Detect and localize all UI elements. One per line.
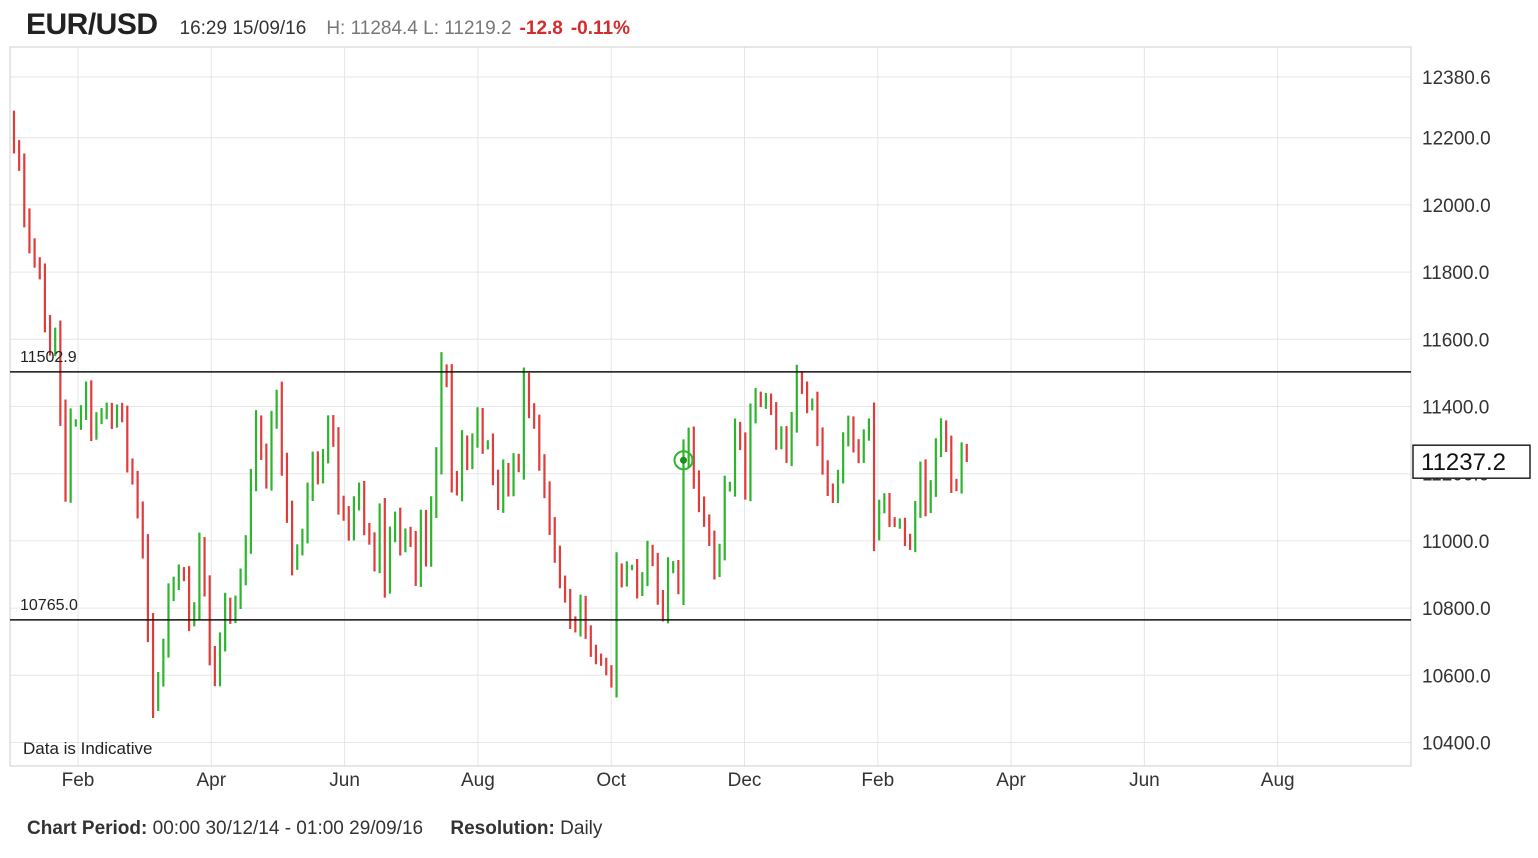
y-tick-label: 11800.0 (1422, 263, 1489, 284)
x-tick-label: Aug (461, 770, 495, 791)
x-tick-label: Jun (329, 770, 360, 791)
y-tick-label: 12200.0 (1422, 129, 1491, 150)
x-axis: Feb Apr Jun Aug Oct Dec Feb Apr Jun Aug (62, 770, 1295, 791)
last-price-label: 11237.2 (1421, 449, 1506, 476)
resolution-value: Daily (560, 818, 603, 839)
y-tick-label: 12380.6 (1422, 68, 1491, 89)
x-tick-label: Dec (728, 770, 762, 791)
level-label: 11502.9 (20, 349, 77, 366)
x-tick-label: Apr (197, 770, 227, 791)
period-value: 00:00 30/12/14 - 01:00 29/09/16 (152, 818, 424, 839)
y-tick-label: 10400.0 (1422, 733, 1491, 754)
change-percent: -0.11% (570, 18, 631, 39)
y-tick-label: 11000.0 (1422, 532, 1489, 553)
x-tick-label: Apr (996, 770, 1026, 791)
high-low: H: 11284.4 L: 11219.2 (326, 18, 512, 39)
grid-lines (10, 47, 1411, 766)
symbol-title: EUR/USD (26, 8, 158, 41)
x-tick-label: Oct (596, 770, 626, 791)
last-price-box: 11237.2 (1412, 444, 1531, 479)
quote-time: 16:29 15/09/16 (179, 18, 307, 39)
x-tick-label: Feb (861, 770, 894, 791)
x-tick-label: Aug (1261, 770, 1295, 791)
marker-dot (680, 456, 687, 464)
change-value: -12.8 (519, 18, 563, 39)
chart-header: EUR/USD 16:29 15/09/16 H: 11284.4 L: 112… (26, 8, 630, 44)
level-label: 10765.0 (20, 597, 78, 614)
period-label: Chart Period: (27, 818, 148, 839)
price-bars (12, 110, 968, 718)
y-tick-label: 12000.0 (1422, 196, 1491, 217)
resolution-label: Resolution: (450, 818, 555, 839)
y-tick-label: 10600.0 (1422, 666, 1491, 687)
x-tick-label: Jun (1129, 770, 1160, 791)
last-price-frame (1412, 444, 1531, 479)
y-axis: 12380.6 12200.0 12000.0 11800.0 11600.0 11400… (1422, 68, 1491, 754)
marker-ring (673, 450, 694, 471)
marker-icon (673, 450, 694, 471)
y-tick-label: 11600.0 (1422, 330, 1489, 351)
y-tick-label: 10800.0 (1422, 599, 1491, 620)
level-lines: 11502.9 10765.0 (10, 349, 1411, 621)
x-tick-label: Feb (62, 770, 95, 791)
y-tick-label: 11400.0 (1422, 398, 1489, 419)
data-indicative-note: Data is Indicative (23, 739, 152, 758)
plot-frame (9, 46, 1412, 767)
chart-footer: Chart Period: 00:00 30/12/14 - 01:00 29/… (27, 818, 602, 840)
